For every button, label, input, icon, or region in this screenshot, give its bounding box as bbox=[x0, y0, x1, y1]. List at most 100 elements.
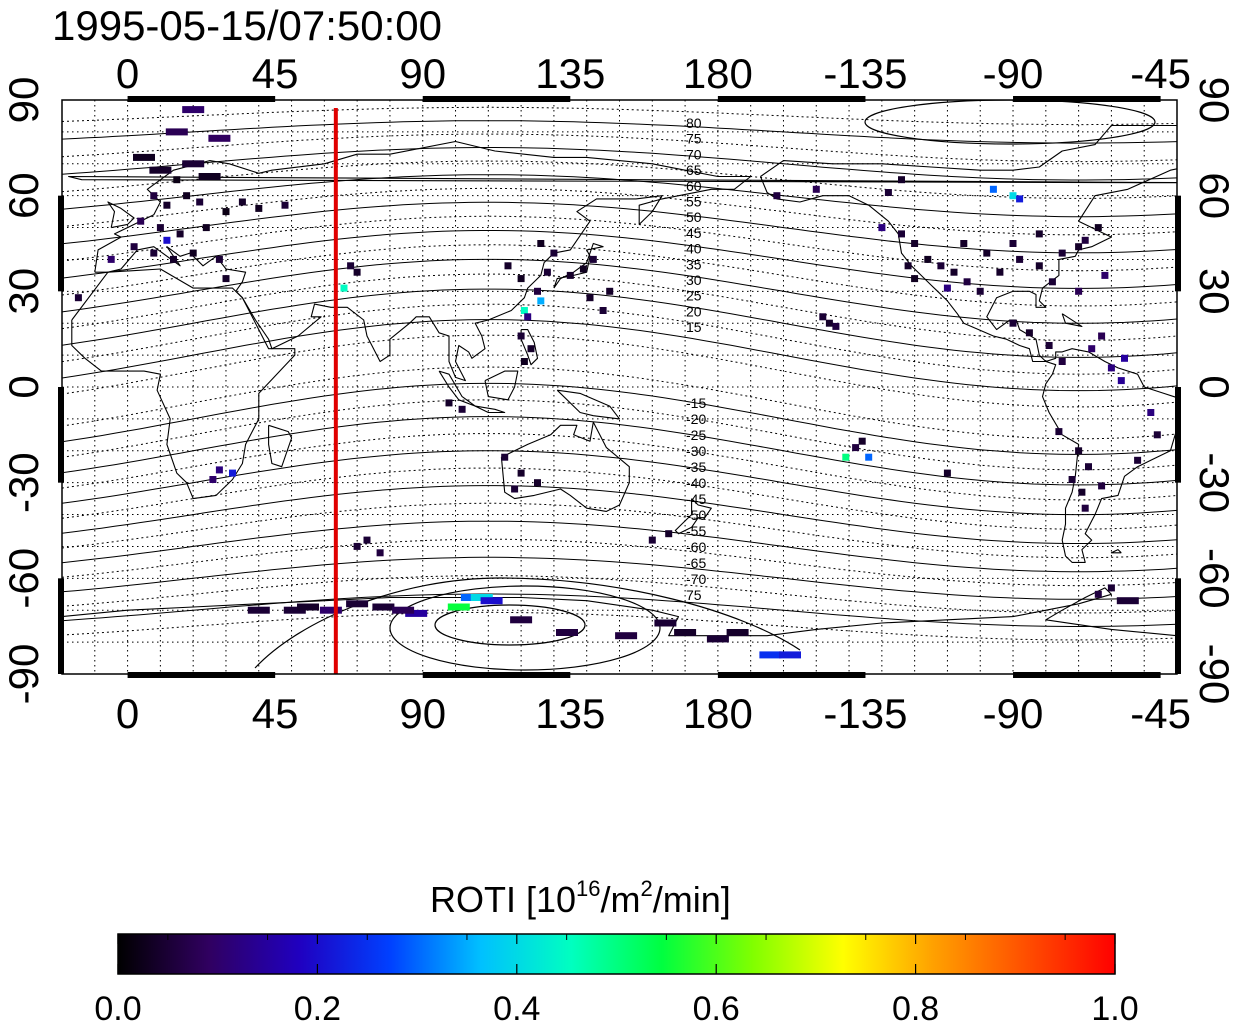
contour-labels: 8075706560555045403530252015-15-20-25-30… bbox=[686, 115, 706, 603]
roti-point bbox=[281, 201, 289, 209]
roti-point bbox=[445, 399, 453, 407]
mlat-contour bbox=[62, 366, 1177, 440]
mlat-contour bbox=[62, 611, 1177, 641]
roti-point bbox=[674, 629, 697, 636]
roti-point bbox=[1009, 240, 1017, 247]
mlat-contour bbox=[62, 133, 1177, 163]
roti-point bbox=[1088, 345, 1096, 353]
roti-point bbox=[319, 606, 342, 614]
roti-point bbox=[1075, 243, 1083, 251]
roti-point bbox=[832, 322, 840, 330]
contour-label: -50 bbox=[686, 507, 706, 523]
roti-point bbox=[517, 332, 525, 340]
roti-point bbox=[898, 176, 905, 184]
roti-point bbox=[858, 437, 866, 445]
roti-point bbox=[208, 134, 231, 142]
roti-point bbox=[534, 479, 541, 487]
roti-point bbox=[706, 635, 729, 643]
roti-point bbox=[229, 469, 236, 477]
coastline-path bbox=[62, 587, 1177, 637]
roti-point bbox=[283, 606, 306, 614]
x-tick-label-bottom: -90 bbox=[983, 690, 1044, 737]
colorbar-tick-label: 1.0 bbox=[1091, 990, 1138, 1024]
coastlines bbox=[62, 124, 1177, 637]
roti-point bbox=[1098, 482, 1106, 490]
colorbar-tick-label: 0.8 bbox=[892, 990, 939, 1024]
mlat-contour bbox=[62, 258, 1177, 324]
contour-label: -55 bbox=[686, 523, 706, 539]
roti-point bbox=[911, 240, 919, 247]
roti-point bbox=[556, 629, 578, 636]
x-tick-label-top: 90 bbox=[399, 50, 446, 97]
roti-point bbox=[392, 606, 415, 614]
axis-ticks: 0 45 90 135 180 -135 -90 -450 45 90 135 180 -135 -90-… bbox=[0, 50, 1238, 737]
contour-label: -25 bbox=[686, 427, 706, 443]
south-pole-contour-mid bbox=[389, 585, 661, 671]
contour-label: 55 bbox=[686, 194, 702, 210]
y-tick-label-left: 90 bbox=[0, 77, 47, 124]
roti-point bbox=[1081, 504, 1089, 512]
mlat-contour bbox=[62, 556, 1177, 600]
roti-point bbox=[950, 268, 958, 276]
roti-point bbox=[182, 160, 205, 168]
frame-bar-bottom bbox=[1013, 672, 1161, 678]
contour-label: 75 bbox=[686, 587, 702, 603]
contour-label: 25 bbox=[686, 288, 702, 304]
roti-point bbox=[878, 224, 886, 232]
roti-point bbox=[1121, 354, 1128, 362]
roti-point bbox=[1058, 358, 1066, 365]
roti-point bbox=[1068, 476, 1076, 483]
roti-point bbox=[510, 616, 533, 624]
mlat-contour bbox=[62, 575, 1177, 614]
x-tick-label-bottom: 90 bbox=[399, 690, 446, 737]
frame-bar-left bbox=[58, 387, 64, 483]
roti-point bbox=[960, 240, 968, 247]
roti-point bbox=[1045, 342, 1053, 349]
roti-point bbox=[976, 287, 984, 295]
roti-point bbox=[447, 603, 470, 611]
frame-bar-right bbox=[1175, 387, 1181, 483]
roti-point bbox=[537, 240, 545, 247]
roti-point bbox=[137, 217, 145, 225]
y-tick-label-left: -60 bbox=[0, 548, 47, 609]
roti-point bbox=[1075, 287, 1083, 295]
roti-point bbox=[133, 153, 155, 161]
colorbar-tick-label: 0.6 bbox=[693, 990, 740, 1024]
y-tick-label-left: 60 bbox=[0, 172, 47, 219]
coastline-path bbox=[1061, 313, 1083, 327]
x-tick-label-top: -90 bbox=[983, 50, 1044, 97]
roti-point bbox=[1081, 236, 1089, 244]
roti-point bbox=[156, 224, 164, 232]
plot-grid bbox=[62, 100, 1177, 674]
roti-point bbox=[1085, 463, 1092, 471]
y-tick-label-left: 0 bbox=[0, 375, 47, 398]
x-tick-label-top: 0 bbox=[116, 50, 139, 97]
roti-point bbox=[825, 319, 833, 327]
roti-point bbox=[517, 275, 525, 283]
roti-point bbox=[1058, 249, 1066, 257]
roti-point bbox=[1009, 192, 1017, 200]
roti-point bbox=[376, 549, 384, 557]
roti-point bbox=[501, 453, 509, 461]
coastline-path bbox=[674, 498, 712, 535]
roti-point bbox=[1153, 431, 1161, 439]
roti-point bbox=[130, 243, 138, 251]
contour-label: -70 bbox=[686, 571, 706, 587]
roti-point bbox=[937, 262, 945, 270]
roti-point bbox=[1117, 377, 1125, 385]
frame-bar-top bbox=[717, 96, 866, 102]
coastline-path bbox=[553, 242, 604, 289]
roti-point bbox=[215, 255, 223, 263]
roti-point bbox=[202, 224, 210, 232]
roti-point bbox=[198, 173, 221, 180]
roti-point bbox=[297, 603, 319, 611]
coastline-path bbox=[68, 175, 1177, 184]
roti-point bbox=[1055, 428, 1063, 436]
roti-point bbox=[405, 609, 428, 617]
roti-point bbox=[566, 271, 574, 279]
roti-point bbox=[812, 185, 820, 193]
colorbar-tick-label: 0.0 bbox=[94, 990, 141, 1024]
roti-point bbox=[963, 278, 971, 286]
roti-point bbox=[1101, 271, 1109, 279]
roti-point bbox=[163, 236, 171, 244]
